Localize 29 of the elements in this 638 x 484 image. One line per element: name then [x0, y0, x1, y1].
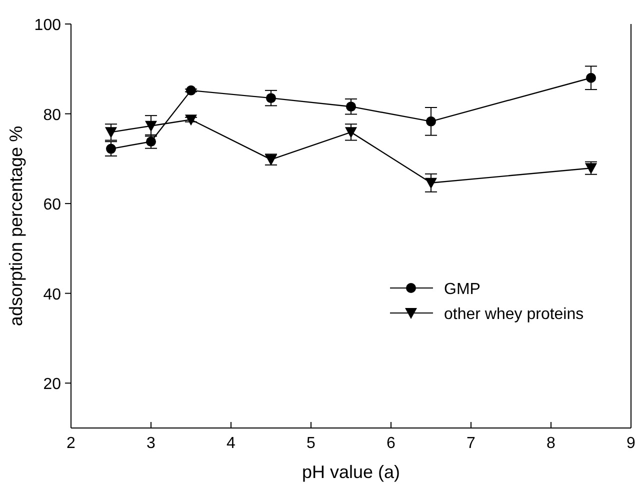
- x-tick-label: 6: [386, 435, 396, 452]
- point: [426, 116, 436, 126]
- point: [185, 114, 197, 126]
- x-tick-label: 5: [306, 435, 316, 452]
- x-tick-label: 7: [466, 435, 476, 452]
- y-tick-label: 100: [34, 17, 62, 34]
- y-tick-label: 20: [43, 376, 62, 394]
- y-tick-label: 80: [43, 106, 62, 124]
- x-tick-label: 2: [66, 435, 76, 452]
- y-tick-label: 40: [43, 286, 62, 304]
- x-axis-title: pH value (a): [302, 462, 400, 482]
- point: [105, 127, 117, 138]
- point: [425, 178, 437, 189]
- legend-label: other whey proteins: [444, 306, 584, 323]
- legend-label: GMP: [444, 281, 480, 298]
- point: [145, 120, 157, 132]
- point: [345, 127, 357, 138]
- point: [106, 144, 116, 154]
- point: [586, 72, 596, 83]
- point: [346, 102, 356, 112]
- y-axis-title: adsorption percentage %: [6, 126, 26, 326]
- x-tick-label: 9: [626, 435, 636, 452]
- x-tick-label: 8: [546, 435, 556, 452]
- x-tick-label: 3: [146, 435, 156, 452]
- point: [186, 85, 196, 96]
- y-tick-label: 60: [43, 196, 62, 214]
- point: [146, 136, 156, 147]
- x-tick-label: 4: [226, 435, 236, 452]
- point: [266, 93, 276, 104]
